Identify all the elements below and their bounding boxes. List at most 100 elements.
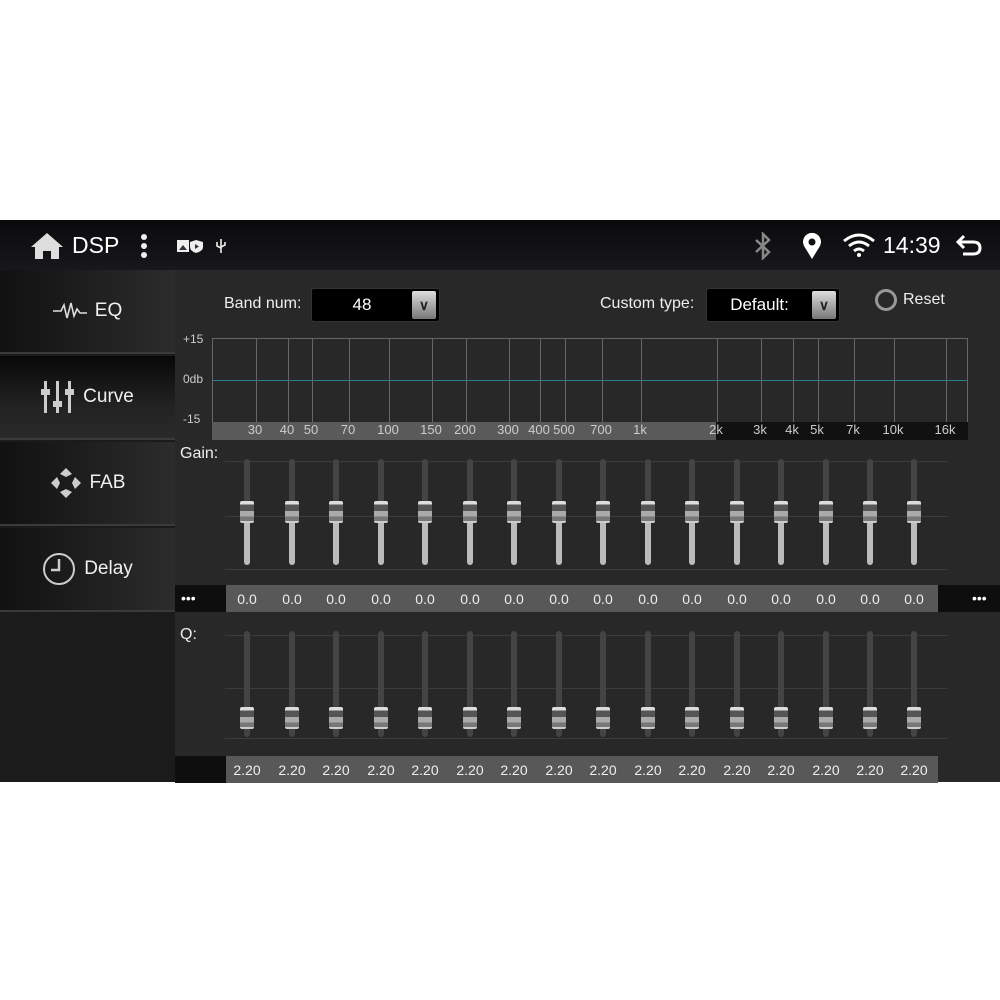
slider-knob[interactable] — [596, 706, 610, 729]
slider-knob[interactable] — [819, 706, 833, 729]
slider-knob[interactable] — [240, 501, 254, 523]
q-label: Q: — [180, 626, 197, 643]
band-num-dropdown[interactable]: 48 ∨ — [311, 288, 440, 322]
gain-value: 0.0 — [282, 591, 302, 607]
slider-knob[interactable] — [819, 501, 833, 523]
slider-knob[interactable] — [418, 501, 432, 523]
q-slider[interactable] — [507, 631, 521, 737]
reset-label: Reset — [903, 291, 945, 308]
slider-knob[interactable] — [329, 706, 343, 729]
q-slider[interactable] — [819, 631, 833, 737]
q-slider[interactable] — [596, 631, 610, 737]
slider-knob[interactable] — [463, 706, 477, 729]
gain-slider[interactable] — [418, 459, 432, 565]
gain-slider[interactable] — [685, 459, 699, 565]
gain-value: 0.0 — [593, 591, 613, 607]
slider-knob[interactable] — [374, 501, 388, 523]
slider-knob[interactable] — [285, 706, 299, 729]
grid-line — [466, 339, 467, 423]
y-label: +15 — [183, 332, 204, 346]
next-bands-button[interactable]: ••• — [938, 585, 1000, 612]
slider-fill — [289, 512, 295, 565]
slider-knob[interactable] — [329, 501, 343, 523]
slider-knob[interactable] — [685, 706, 699, 729]
slider-fill — [911, 512, 917, 565]
gain-slider[interactable] — [374, 459, 388, 565]
gain-slider[interactable] — [641, 459, 655, 565]
slider-knob[interactable] — [552, 706, 566, 729]
q-slider[interactable] — [329, 631, 343, 737]
slider-fill — [333, 512, 339, 565]
freq-label: 3k — [753, 422, 767, 437]
slider-knob[interactable] — [641, 706, 655, 729]
slider-knob[interactable] — [240, 706, 254, 729]
slider-knob[interactable] — [641, 501, 655, 523]
q-slider[interactable] — [418, 631, 432, 737]
q-slider[interactable] — [907, 631, 921, 737]
curve-panel: Band num: 48 ∨ Custom type: Default: ∨ Res… — [175, 270, 1000, 783]
waveform-icon — [52, 302, 87, 319]
q-slider[interactable] — [774, 631, 788, 737]
slider-knob[interactable] — [730, 501, 744, 523]
slider-knob[interactable] — [730, 706, 744, 729]
gain-slider[interactable] — [596, 459, 610, 565]
gain-slider[interactable] — [730, 459, 744, 565]
sidebar: EQ Curve FAB Delay — [0, 270, 175, 782]
sidebar-item-eq[interactable]: EQ — [0, 270, 175, 354]
slider-knob[interactable] — [418, 706, 432, 729]
clock-icon — [43, 553, 76, 585]
location-icon — [803, 232, 821, 259]
q-slider[interactable] — [285, 631, 299, 737]
gain-slider[interactable] — [285, 459, 299, 565]
slider-knob[interactable] — [774, 706, 788, 729]
slider-knob[interactable] — [285, 501, 299, 523]
slider-knob[interactable] — [907, 706, 921, 729]
more-vert-icon[interactable] — [140, 233, 148, 259]
home-icon[interactable] — [30, 232, 64, 260]
q-slider[interactable] — [463, 631, 477, 737]
custom-type-dropdown[interactable]: Default: ∨ — [706, 288, 840, 322]
slider-knob[interactable] — [863, 706, 877, 729]
sidebar-item-curve[interactable]: Curve — [0, 356, 175, 440]
slider-knob[interactable] — [774, 501, 788, 523]
q-slider[interactable] — [374, 631, 388, 737]
clock: 14:39 — [883, 232, 941, 258]
slider-knob[interactable] — [907, 501, 921, 523]
gain-slider[interactable] — [507, 459, 521, 565]
q-slider[interactable] — [863, 631, 877, 737]
slider-knob[interactable] — [463, 501, 477, 523]
chevron-down-icon: ∨ — [412, 291, 436, 319]
gain-slider[interactable] — [463, 459, 477, 565]
visible-range-indicator[interactable] — [212, 422, 716, 440]
sidebar-item-delay[interactable]: Delay — [0, 528, 175, 612]
gain-slider[interactable] — [240, 459, 254, 565]
gain-slider[interactable] — [329, 459, 343, 565]
gain-section: Gain: ••• 0.0 0.0 0.0 0.0 0.0 0.0 0.0 0.0 0.0 0.0… — [175, 441, 1000, 613]
slider-knob[interactable] — [507, 706, 521, 729]
q-slider[interactable] — [552, 631, 566, 737]
slider-knob[interactable] — [374, 706, 388, 729]
slider-knob[interactable] — [596, 501, 610, 523]
q-value: 2.20 — [767, 762, 795, 778]
slider-knob[interactable] — [507, 501, 521, 523]
slider-knob[interactable] — [685, 501, 699, 523]
sidebar-item-label: FAB — [89, 472, 126, 493]
back-icon[interactable] — [955, 233, 983, 257]
q-slider[interactable] — [730, 631, 744, 737]
slider-knob[interactable] — [863, 501, 877, 523]
q-slider[interactable] — [685, 631, 699, 737]
slider-knob[interactable] — [552, 501, 566, 523]
bluetooth-icon — [755, 232, 771, 260]
gain-slider[interactable] — [819, 459, 833, 565]
reset-button[interactable]: Reset — [875, 289, 945, 311]
q-slider[interactable] — [641, 631, 655, 737]
gain-slider[interactable] — [774, 459, 788, 565]
gain-slider[interactable] — [907, 459, 921, 565]
gain-slider[interactable] — [552, 459, 566, 565]
grid-line — [256, 339, 257, 423]
gain-slider[interactable] — [863, 459, 877, 565]
prev-bands-button[interactable]: ••• — [175, 585, 226, 612]
sidebar-item-fab[interactable]: FAB — [0, 442, 175, 526]
gain-value: 0.0 — [638, 591, 658, 607]
q-slider[interactable] — [240, 631, 254, 737]
